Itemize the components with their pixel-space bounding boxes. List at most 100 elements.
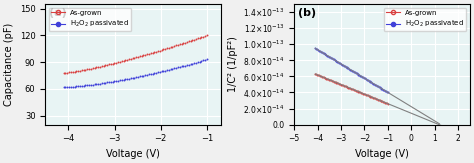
Point xyxy=(379,88,386,90)
Point xyxy=(65,86,73,88)
Point xyxy=(337,62,344,65)
Point xyxy=(315,74,323,77)
Point xyxy=(80,69,87,71)
Point xyxy=(314,49,322,51)
Point xyxy=(200,59,207,62)
Point xyxy=(118,60,126,63)
Point xyxy=(203,58,211,61)
Point xyxy=(357,75,365,78)
Point xyxy=(349,70,357,73)
Point xyxy=(336,62,343,64)
Point xyxy=(180,65,187,67)
Point xyxy=(323,54,331,57)
Point xyxy=(89,83,97,86)
Point xyxy=(182,64,189,67)
Point xyxy=(371,83,379,86)
Point xyxy=(156,49,164,52)
Point xyxy=(371,97,379,100)
Point xyxy=(191,38,198,41)
Point xyxy=(373,84,381,87)
Point xyxy=(194,61,201,63)
Point xyxy=(323,78,331,80)
Point xyxy=(334,60,341,63)
Point xyxy=(318,51,326,53)
Point xyxy=(326,56,334,59)
Point xyxy=(120,78,128,81)
Point xyxy=(129,77,137,79)
Point xyxy=(373,98,381,100)
Point xyxy=(346,68,354,71)
Point xyxy=(314,74,322,76)
Point xyxy=(368,96,376,99)
Point xyxy=(322,54,330,56)
Point xyxy=(322,77,330,80)
Point xyxy=(64,86,71,88)
Point xyxy=(114,61,122,64)
Point xyxy=(367,96,375,98)
Point xyxy=(121,78,129,81)
Point xyxy=(357,91,365,94)
Point xyxy=(110,62,118,64)
Point xyxy=(343,66,350,69)
Point xyxy=(191,62,198,64)
Point xyxy=(322,77,329,79)
Point xyxy=(354,90,361,93)
Point xyxy=(327,57,335,59)
Point xyxy=(92,66,100,69)
Point xyxy=(182,41,189,44)
Point xyxy=(362,93,370,96)
Point xyxy=(69,85,76,88)
Point xyxy=(313,74,321,76)
Point xyxy=(120,59,128,62)
Point xyxy=(375,99,383,101)
Point xyxy=(183,41,191,43)
Point xyxy=(83,68,91,71)
Point xyxy=(367,95,374,98)
Point xyxy=(376,86,383,89)
Point xyxy=(383,102,391,105)
Point xyxy=(380,101,387,103)
Point xyxy=(324,78,332,81)
Point xyxy=(370,97,378,99)
Point xyxy=(316,50,324,52)
Point xyxy=(103,64,111,66)
Point xyxy=(319,52,327,54)
Point xyxy=(185,40,192,43)
Point xyxy=(338,84,346,86)
Point xyxy=(67,85,75,88)
Point xyxy=(203,34,211,37)
Point xyxy=(358,92,366,95)
Point xyxy=(354,73,361,75)
Point xyxy=(71,85,78,88)
Point xyxy=(156,71,164,73)
Point xyxy=(363,94,371,96)
Point xyxy=(365,95,373,97)
Point xyxy=(348,69,356,72)
Point xyxy=(367,81,374,83)
Point xyxy=(342,66,349,68)
Point xyxy=(378,87,385,90)
Point xyxy=(94,82,102,85)
Point xyxy=(378,100,385,102)
Point xyxy=(194,37,201,40)
Point xyxy=(196,37,203,39)
Point xyxy=(382,102,390,104)
Point xyxy=(158,70,165,73)
Point xyxy=(370,83,378,85)
Point xyxy=(360,77,368,79)
Point xyxy=(62,86,69,88)
Point xyxy=(107,81,115,83)
Point xyxy=(147,52,155,55)
Point xyxy=(367,81,375,84)
Point xyxy=(359,92,367,95)
Point xyxy=(325,55,333,58)
Point xyxy=(140,54,147,57)
Point xyxy=(369,82,377,85)
Point xyxy=(174,44,182,46)
Point xyxy=(336,82,343,85)
Point xyxy=(91,67,98,69)
Point xyxy=(165,46,173,49)
Point xyxy=(366,80,374,83)
Point xyxy=(152,50,160,53)
Point xyxy=(330,80,337,83)
